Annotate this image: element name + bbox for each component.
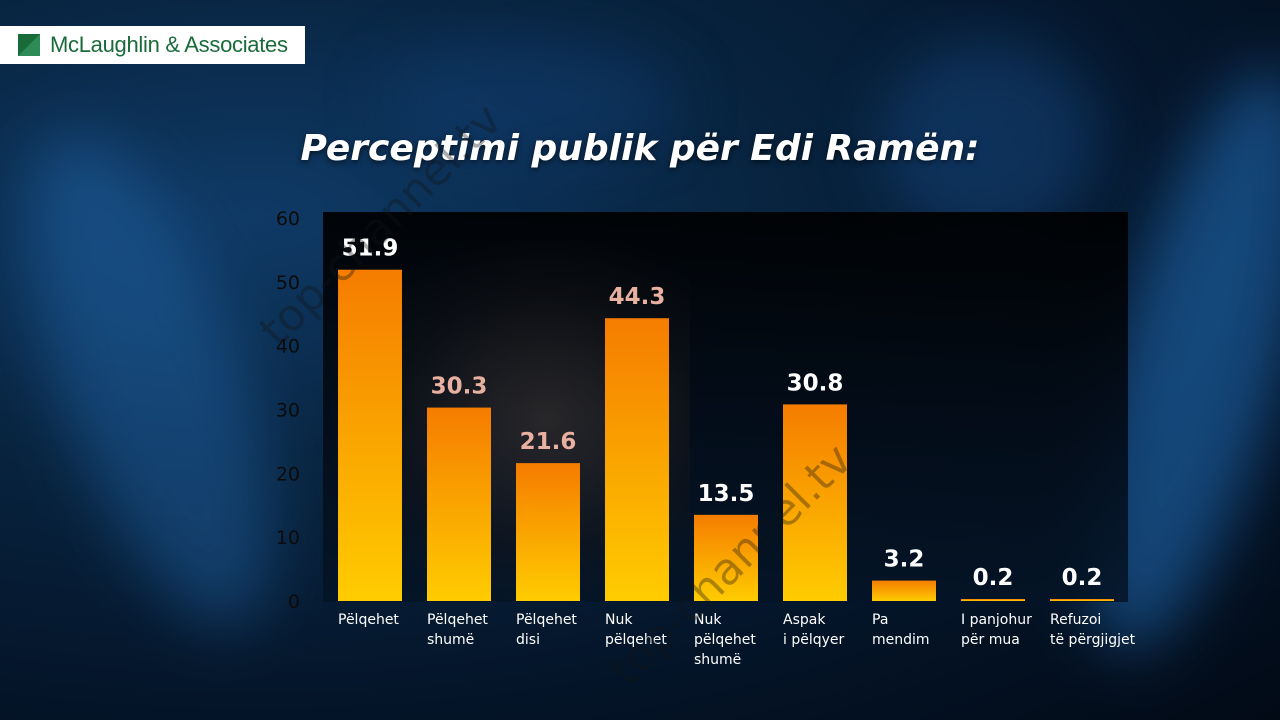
bar xyxy=(694,514,758,601)
bar xyxy=(516,463,580,601)
bar xyxy=(605,318,669,601)
chart-title: Perceptimi publik për Edi Ramën: xyxy=(300,128,980,169)
data-label: 30.8 xyxy=(787,370,844,396)
bars xyxy=(338,269,1114,601)
y-axis: 0 10 20 30 40 50 60 xyxy=(276,208,300,613)
logo-text: McLaughlin & Associates xyxy=(50,32,288,57)
bar xyxy=(961,599,1025,601)
category-label: Nuk pëlqehet xyxy=(605,612,667,648)
category-label: Pëlqehet disi xyxy=(516,612,577,648)
category-label: Nuk pëlqehet shumë xyxy=(694,612,756,668)
data-label: 3.2 xyxy=(884,547,925,573)
logo-mark-icon xyxy=(18,34,40,56)
y-tick-label: 0 xyxy=(288,591,300,613)
y-tick-label: 10 xyxy=(276,527,300,549)
category-labels: Pëlqehet Pëlqehet shumë Pëlqehet disi Nuk pëlq… xyxy=(338,612,1136,668)
bar xyxy=(1050,599,1114,601)
y-tick-label: 40 xyxy=(276,336,300,358)
y-tick-label: 50 xyxy=(276,272,300,294)
bar xyxy=(783,404,847,601)
category-label: Aspak i pëlqyer xyxy=(783,612,845,648)
data-label: 13.5 xyxy=(698,481,755,507)
data-label: 44.3 xyxy=(609,284,666,310)
y-tick-label: 20 xyxy=(276,463,300,485)
category-label: Pëlqehet xyxy=(338,612,399,628)
value-labels: 51.9 30.3 21.6 44.3 13.5 30.8 3.2 0.2 0.2 xyxy=(342,236,1103,591)
y-tick-label: 30 xyxy=(276,400,300,422)
category-label: Pa mendim xyxy=(872,612,930,648)
bar xyxy=(338,269,402,601)
category-label: Pëlqehet shumë xyxy=(427,612,488,648)
data-label: 51.9 xyxy=(342,236,399,262)
category-label: I panjohur për mua xyxy=(961,612,1032,648)
data-label: 30.3 xyxy=(431,374,488,400)
y-tick-label: 60 xyxy=(276,208,300,230)
data-label: 0.2 xyxy=(1062,565,1103,591)
data-label: 21.6 xyxy=(520,429,577,455)
bar xyxy=(872,580,936,601)
data-label: 0.2 xyxy=(973,565,1014,591)
bar xyxy=(427,407,491,601)
logo: McLaughlin & Associates xyxy=(0,26,305,64)
category-label: Refuzoi të përgjigjet xyxy=(1050,612,1136,648)
